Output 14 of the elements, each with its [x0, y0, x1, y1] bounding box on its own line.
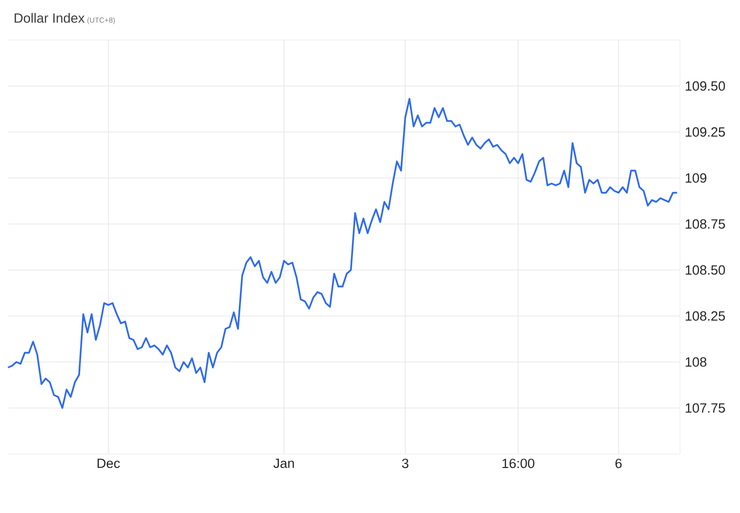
y-tick-label: 108	[686, 357, 706, 367]
x-tick-label: 3	[402, 458, 408, 468]
y-tick-label: 109.50	[686, 81, 725, 91]
chart-title: Dollar Index	[14, 12, 85, 23]
y-tick-label: 109.25	[686, 127, 725, 137]
x-tick-label: Dec	[98, 458, 120, 468]
y-tick-label: 108.75	[686, 219, 725, 229]
y-tick-label: 108.50	[686, 265, 725, 275]
y-tick-label: 108.25	[686, 311, 725, 321]
x-tick-label: 16:00	[502, 458, 534, 468]
y-tick-label: 109	[686, 173, 706, 183]
y-tick-label: 107.75	[686, 403, 725, 413]
x-tick-label: 6	[615, 458, 622, 468]
x-tick-label: Jan	[273, 458, 294, 468]
